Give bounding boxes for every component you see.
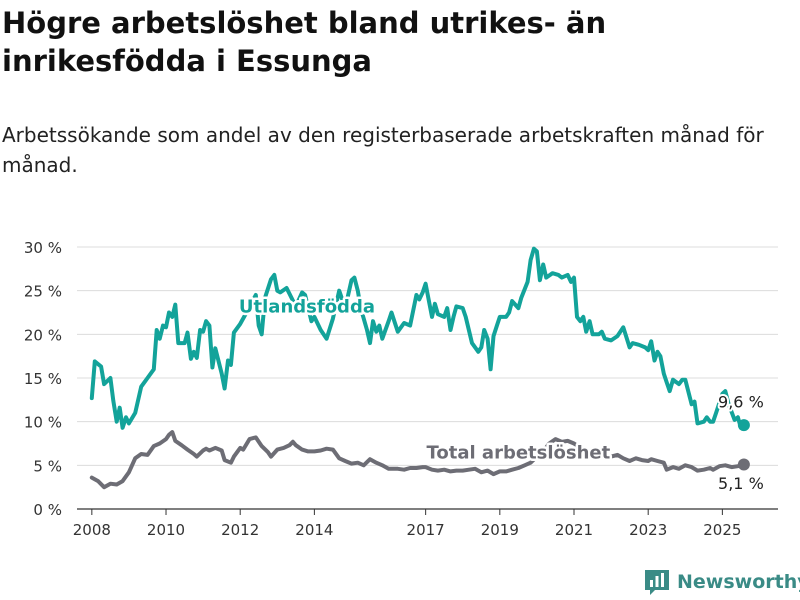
series-line-total [89,430,746,490]
x-tick-label: 2023 [629,521,667,539]
label-layer: Utlandsfödda Total arbetslöshet 9,6 % 5,1 % [236,294,765,495]
y-tick-label: 30 % [24,239,62,257]
x-tick-label: 2025 [703,521,741,539]
brand-name: Newsworthy [677,571,800,593]
y-tick-label: 0 % [33,501,62,519]
y-tick-label: 10 % [24,414,62,432]
y-tick-label: 20 % [24,326,62,344]
end-label-total: 5,1 % [718,474,764,493]
series-layer [89,246,750,490]
end-point-utlandsfodda [737,419,750,432]
y-tick-label: 5 % [33,457,62,475]
y-tick-label: 15 % [24,370,62,388]
x-tick-label: 2012 [221,521,259,539]
chart-title: Högre arbetslöshet bland utrikes- än inr… [2,6,607,78]
series-label-utlandsfodda: Utlandsfödda [239,297,375,318]
end-label-utlandsfodda: 9,6 % [718,393,764,412]
series-line-utlandsfodda [89,246,746,430]
x-tick-label: 2010 [147,521,185,539]
x-tick-label: 2014 [295,521,333,539]
series-label-total: Total arbetslöshet [426,442,610,463]
x-tick-label: 2019 [481,521,519,539]
x-tick-label: 2008 [73,521,111,539]
x-axis: 2008 2010 2012 2014 2017 2019 2021 2023 2025 [73,509,741,539]
y-tick-label: 25 % [24,283,62,301]
x-tick-label: 2017 [407,521,445,539]
y-axis: 0 % 5 % 10 % 15 % 20 % 25 % 30 % [24,239,62,519]
end-point-total [737,458,750,471]
newsworthy-logo-icon [645,570,669,595]
chart-subtitle: Arbetssökande som andel av den registerb… [2,123,764,177]
newsworthy-logo: Newsworthy [643,568,800,596]
x-tick-label: 2021 [555,521,593,539]
